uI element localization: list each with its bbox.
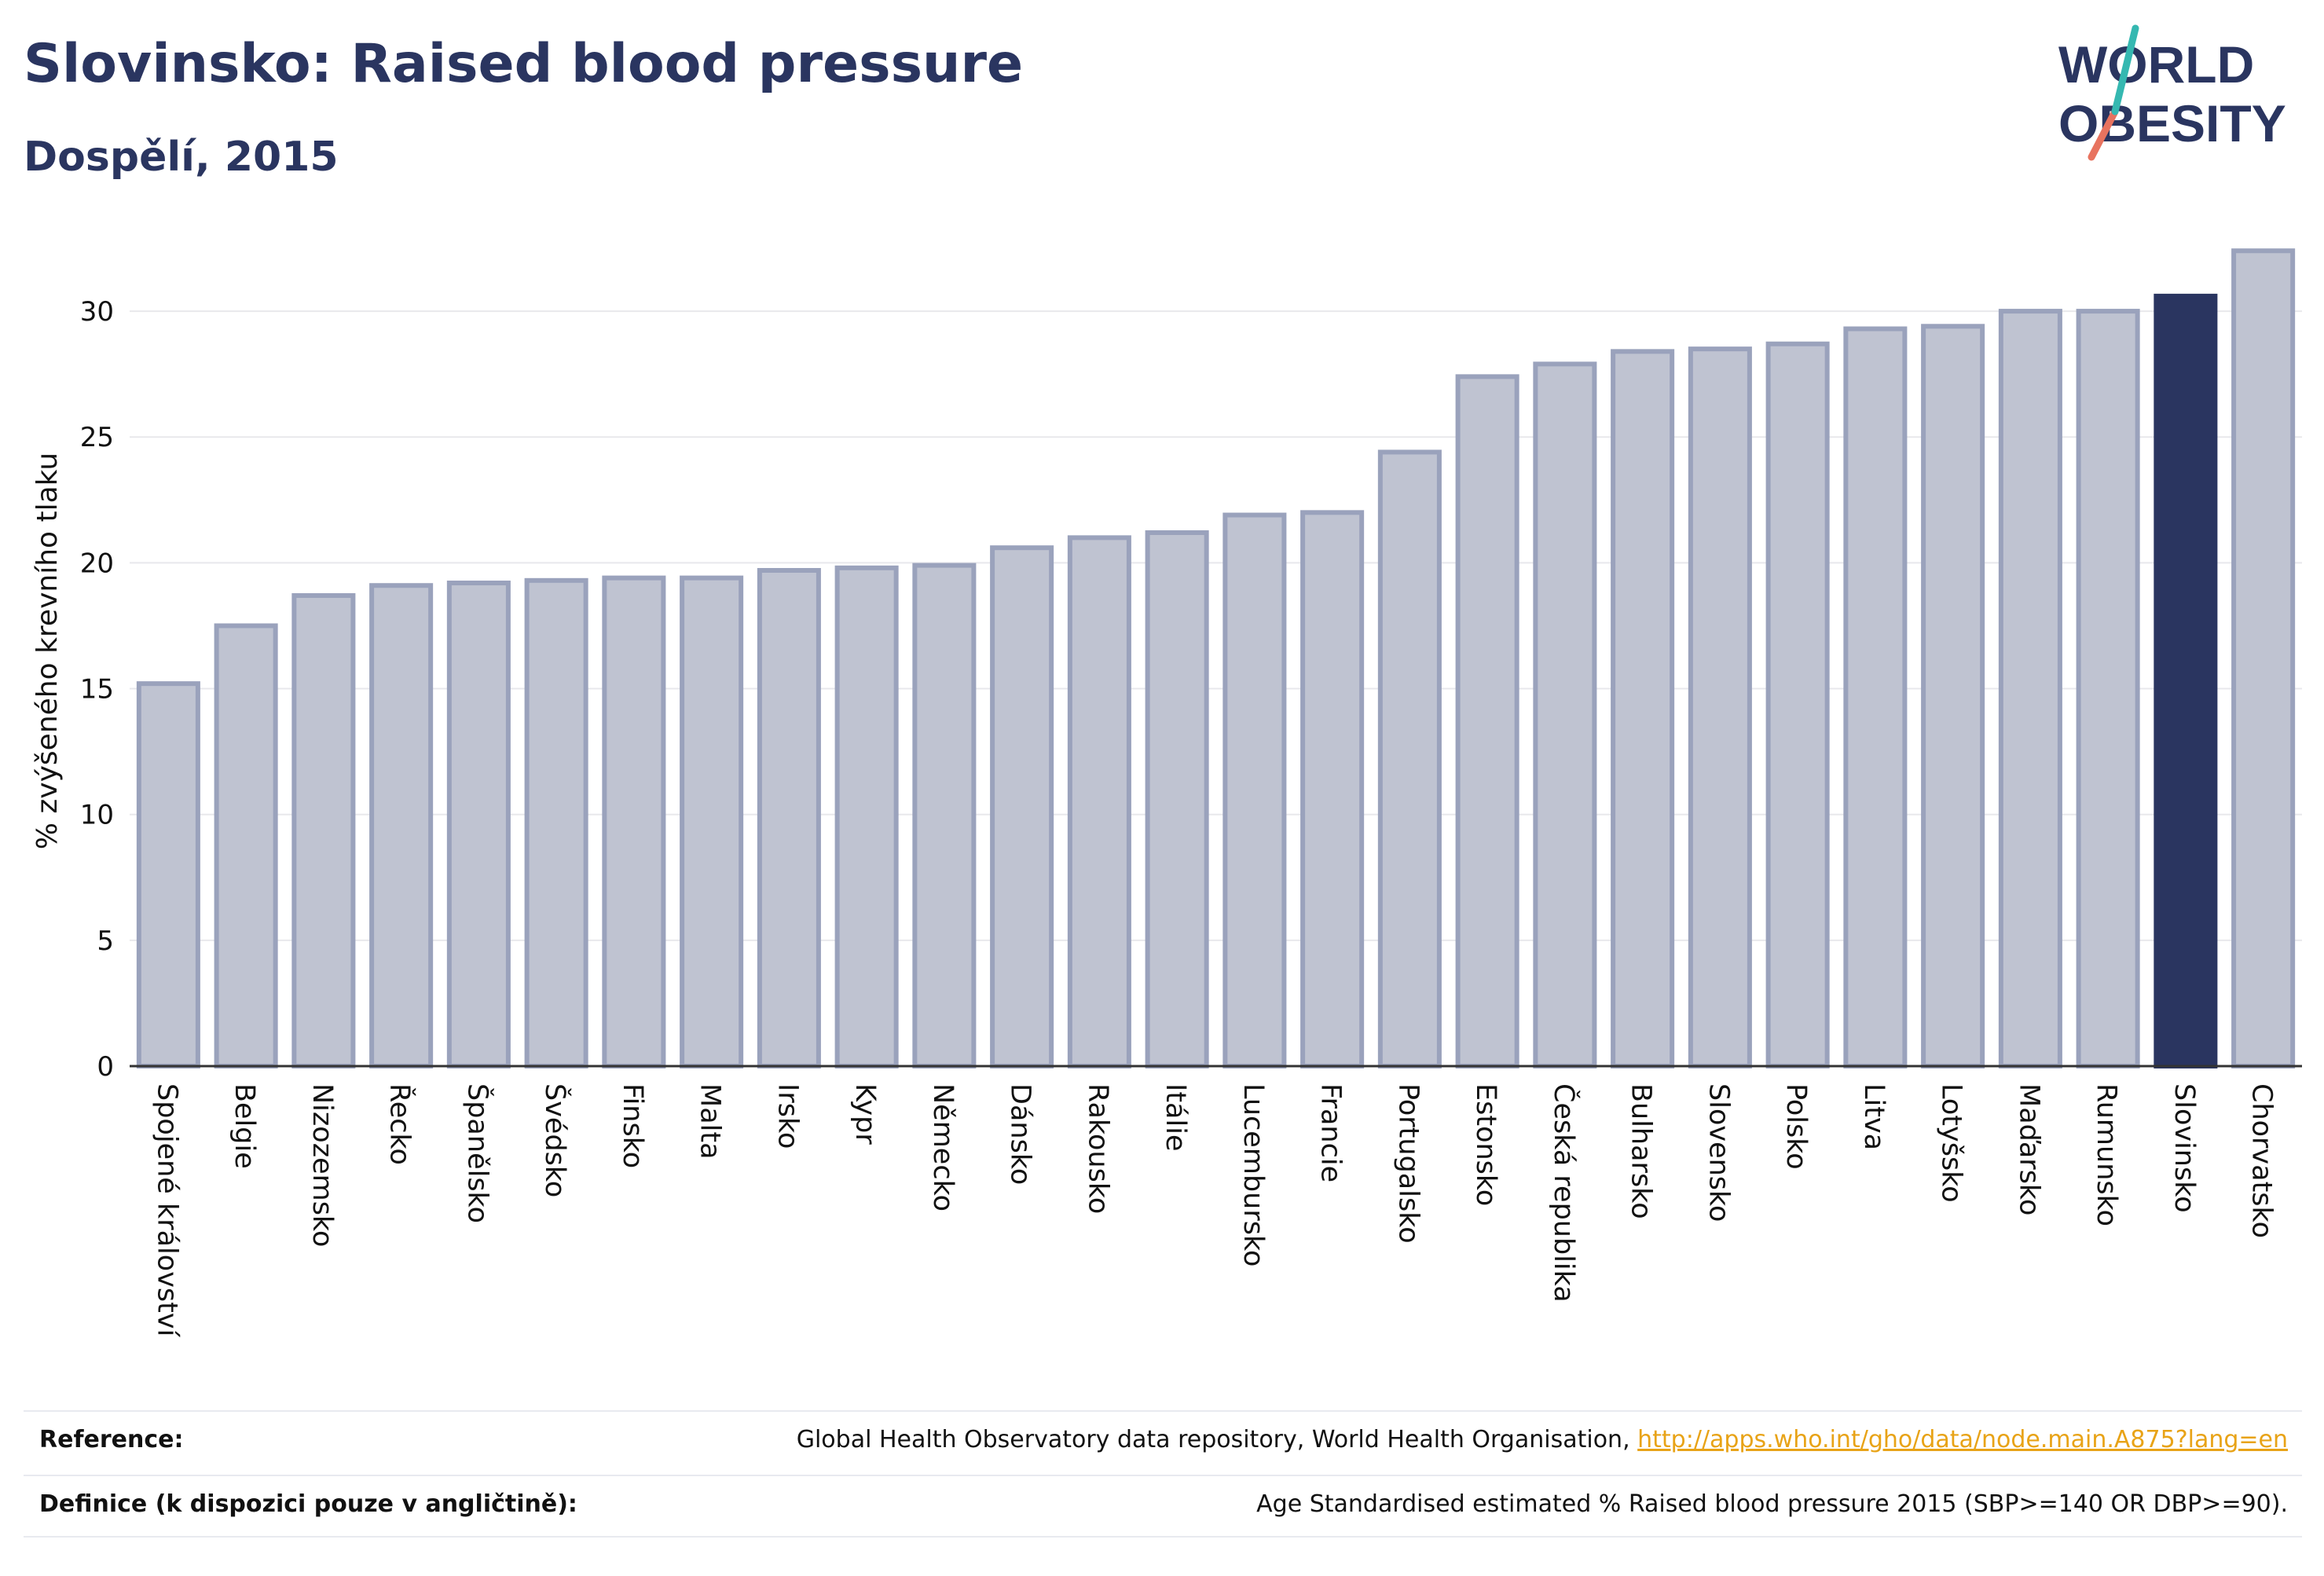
bar-1 <box>214 623 278 1068</box>
bar-23 <box>1921 324 1985 1068</box>
bar-21 <box>1765 341 1830 1069</box>
x-tick-label: Švédsko <box>539 1083 572 1197</box>
x-tick-label: Estonsko <box>1470 1083 1501 1206</box>
x-tick-label: Španělsko <box>461 1083 494 1223</box>
x-tick-label: Nizozemsko <box>306 1083 338 1247</box>
bar-14 <box>1222 512 1287 1068</box>
x-tick-label: Chorvatsko <box>2246 1083 2278 1238</box>
bar-11 <box>990 545 1054 1068</box>
x-tick-label: Lotyšsko <box>1936 1083 1967 1203</box>
x-tick-label: Kypr <box>849 1083 881 1145</box>
world-obesity-logo[interactable]: WORLD OBESITY <box>2043 24 2310 165</box>
logo-graphic: WORLD OBESITY <box>2058 24 2286 161</box>
bar-13 <box>1145 530 1209 1068</box>
y-tick-label: 5 <box>97 925 114 957</box>
footer-divider-bottom <box>24 1536 2302 1538</box>
definition-label: Definice (k dispozici pouze v angličtině… <box>39 1490 577 1518</box>
bar-12 <box>1067 535 1131 1068</box>
bar-4 <box>446 581 511 1068</box>
x-tick-label: Rakousko <box>1082 1083 1113 1214</box>
bar-17 <box>1455 374 1519 1068</box>
bar-9 <box>834 565 899 1068</box>
x-tick-label: Spojené království <box>151 1083 182 1338</box>
x-tick-label: Irsko <box>772 1083 803 1149</box>
bar-25 <box>2076 309 2140 1069</box>
x-tick-label: Česká republika <box>1548 1083 1581 1303</box>
bar-15 <box>1300 510 1365 1068</box>
chart-subtitle: Dospělí, 2015 <box>24 134 339 181</box>
x-tick-label: Dánsko <box>1005 1083 1036 1185</box>
footer-divider-middle <box>24 1475 2302 1476</box>
y-tick-label: 20 <box>80 548 114 579</box>
x-tick-label: Maďarsko <box>2013 1083 2044 1215</box>
x-tick-label: Bulharsko <box>1626 1083 1657 1219</box>
reference-label: Reference: <box>39 1426 184 1453</box>
bar-20 <box>1688 346 1752 1068</box>
chart-title: Slovinsko: Raised blood pressure <box>24 33 1024 95</box>
reference-link[interactable]: http://apps.who.int/gho/data/node.main.A… <box>1637 1426 2288 1453</box>
bar-19 <box>1611 349 1675 1068</box>
footer-divider-top <box>24 1410 2302 1412</box>
x-tick-label: Lucembursko <box>1237 1083 1269 1266</box>
reference-row: Reference: Global Health Observatory dat… <box>24 1418 2302 1465</box>
bar-22 <box>1843 326 1908 1068</box>
y-tick-label: 15 <box>80 674 114 706</box>
bar-2 <box>291 593 356 1068</box>
x-tick-label: Řecko <box>384 1083 417 1165</box>
x-tick-label: Slovensko <box>1703 1083 1734 1222</box>
bar-chart: 0 5 10 15 20 25 30 % zvýšeného krevního tlaku Sp… <box>31 248 2302 1338</box>
bar-0 <box>136 681 200 1068</box>
bar-5 <box>524 577 588 1068</box>
definition-row: Definice (k dispozici pouze v angličtině… <box>24 1483 2302 1530</box>
logo-slash-teal <box>2111 24 2139 115</box>
x-tick-label: Německo <box>927 1083 959 1211</box>
x-tick-label: Portugalsko <box>1392 1083 1424 1244</box>
y-tick-label: 0 <box>97 1051 114 1083</box>
x-tick-label: Litva <box>1858 1083 1890 1150</box>
logo-text-line1: WORLD <box>2058 35 2254 93</box>
reference-value: Global Health Observatory data repositor… <box>797 1426 2288 1453</box>
reference-text: Global Health Observatory data repositor… <box>796 1426 1638 1453</box>
x-tick-label: Rumunsko <box>2091 1083 2122 1226</box>
x-tick-label: Finsko <box>617 1083 648 1168</box>
definition-text: Age Standardised estimated % Raised bloo… <box>1256 1490 2288 1518</box>
x-tick-label: Malta <box>695 1083 726 1160</box>
x-tick-label: Polsko <box>1780 1083 1812 1170</box>
logo-slash-red <box>2088 108 2119 161</box>
bar-7 <box>680 575 744 1068</box>
x-tick-label: Belgie <box>229 1083 260 1169</box>
y-axis-label: % zvýšeného krevního tlaku <box>31 453 64 849</box>
bar-16 <box>1377 449 1442 1068</box>
x-tick-label: Itálie <box>1160 1083 1191 1151</box>
x-tick-label: Slovinsko <box>2168 1083 2200 1213</box>
bar-27 <box>2231 248 2296 1069</box>
bar-6 <box>602 575 666 1068</box>
bar-8 <box>757 568 821 1068</box>
y-tick-label: 30 <box>80 296 114 328</box>
bar-24 <box>1998 309 2062 1069</box>
bar-26 <box>2154 293 2218 1068</box>
y-tick-label: 10 <box>80 800 114 831</box>
bar-10 <box>912 563 977 1068</box>
y-tick-label: 25 <box>80 422 114 453</box>
bar-18 <box>1533 361 1597 1068</box>
x-tick-label: Francie <box>1315 1083 1347 1182</box>
bar-3 <box>369 583 434 1068</box>
